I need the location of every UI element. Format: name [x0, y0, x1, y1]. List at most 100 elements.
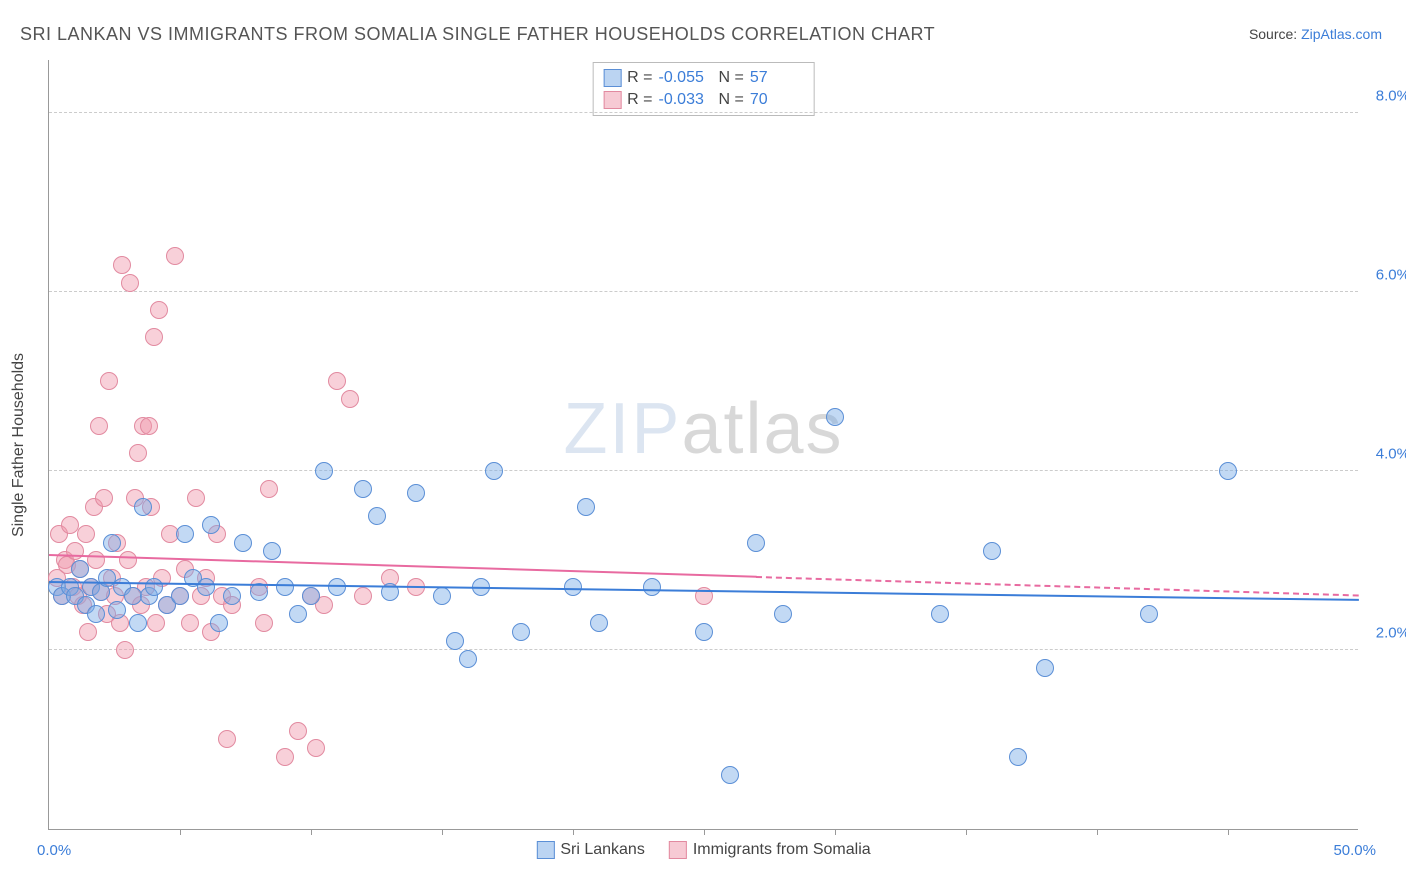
- data-point: [1219, 462, 1237, 480]
- data-point: [210, 614, 228, 632]
- legend-label: Sri Lankans: [560, 841, 645, 859]
- data-point: [931, 605, 949, 623]
- data-point: [223, 587, 241, 605]
- data-point: [260, 480, 278, 498]
- y-tick-label: 2.0%: [1376, 624, 1406, 641]
- data-point: [289, 722, 307, 740]
- data-point: [485, 462, 503, 480]
- gridline: [49, 291, 1358, 292]
- data-point: [134, 498, 152, 516]
- data-point: [87, 605, 105, 623]
- data-point: [590, 614, 608, 632]
- data-point: [328, 372, 346, 390]
- data-point: [129, 614, 147, 632]
- data-point: [129, 444, 147, 462]
- data-point: [187, 489, 205, 507]
- data-point: [307, 739, 325, 757]
- data-point: [171, 587, 189, 605]
- data-point: [145, 578, 163, 596]
- data-point: [145, 328, 163, 346]
- data-point: [446, 632, 464, 650]
- data-point: [577, 498, 595, 516]
- data-point: [181, 614, 199, 632]
- data-point: [368, 507, 386, 525]
- x-tick: [704, 829, 705, 835]
- x-tick: [442, 829, 443, 835]
- data-point: [643, 578, 661, 596]
- gridline: [49, 649, 1358, 650]
- y-tick-label: 8.0%: [1376, 87, 1406, 104]
- data-point: [354, 480, 372, 498]
- watermark-atlas: atlas: [681, 389, 843, 469]
- data-point: [95, 489, 113, 507]
- data-point: [263, 542, 281, 560]
- stats-row: R =-0.055N =57: [603, 67, 804, 89]
- y-tick-label: 4.0%: [1376, 445, 1406, 462]
- n-value: 57: [750, 67, 804, 89]
- data-point: [103, 534, 121, 552]
- data-point: [1036, 659, 1054, 677]
- chart-title: SRI LANKAN VS IMMIGRANTS FROM SOMALIA SI…: [20, 24, 935, 45]
- data-point: [66, 542, 84, 560]
- r-label: R =: [627, 89, 652, 111]
- x-tick: [311, 829, 312, 835]
- x-axis-min-label: 0.0%: [37, 842, 71, 859]
- legend-swatch: [536, 841, 554, 859]
- data-point: [1140, 605, 1158, 623]
- data-point: [79, 623, 97, 641]
- data-point: [1009, 748, 1027, 766]
- data-point: [150, 301, 168, 319]
- data-point: [341, 390, 359, 408]
- legend-item: Sri Lankans: [536, 841, 645, 859]
- data-point: [166, 247, 184, 265]
- legend-swatch: [669, 841, 687, 859]
- x-tick: [1228, 829, 1229, 835]
- stats-legend: R = -0.055 N = 57R = -0.033 N = 70: [592, 62, 815, 116]
- legend-item: Immigrants from Somalia: [669, 841, 871, 859]
- n-label: N =: [719, 67, 744, 89]
- series-legend: Sri Lankans Immigrants from Somalia: [536, 841, 870, 859]
- data-point: [289, 605, 307, 623]
- data-point: [234, 534, 252, 552]
- scatter-chart: ZIPatlas Single Father Households 0.0% 5…: [48, 60, 1358, 830]
- data-point: [116, 641, 134, 659]
- data-point: [100, 372, 118, 390]
- x-axis-max-label: 50.0%: [1333, 842, 1376, 859]
- data-point: [983, 542, 1001, 560]
- y-axis-label: Single Father Households: [10, 352, 28, 536]
- data-point: [433, 587, 451, 605]
- r-value: -0.033: [659, 89, 713, 111]
- data-point: [77, 525, 95, 543]
- data-point: [90, 417, 108, 435]
- data-point: [512, 623, 530, 641]
- x-tick: [1097, 829, 1098, 835]
- data-point: [354, 587, 372, 605]
- data-point: [197, 578, 215, 596]
- data-point: [407, 484, 425, 502]
- data-point: [276, 748, 294, 766]
- watermark: ZIPatlas: [563, 388, 843, 470]
- data-point: [302, 587, 320, 605]
- x-tick: [835, 829, 836, 835]
- legend-label: Immigrants from Somalia: [693, 841, 871, 859]
- data-point: [459, 650, 477, 668]
- x-tick: [573, 829, 574, 835]
- n-label: N =: [719, 89, 744, 111]
- gridline: [49, 470, 1358, 471]
- x-tick: [966, 829, 967, 835]
- data-point: [695, 623, 713, 641]
- data-point: [113, 256, 131, 274]
- r-value: -0.055: [659, 67, 713, 89]
- legend-swatch: [603, 91, 621, 109]
- watermark-zip: ZIP: [563, 389, 681, 469]
- source-link[interactable]: ZipAtlas.com: [1301, 26, 1382, 42]
- data-point: [218, 730, 236, 748]
- y-tick-label: 6.0%: [1376, 266, 1406, 283]
- data-point: [108, 601, 126, 619]
- data-point: [774, 605, 792, 623]
- n-value: 70: [750, 89, 804, 111]
- data-point: [147, 614, 165, 632]
- data-point: [747, 534, 765, 552]
- stats-row: R = -0.033 N = 70: [603, 89, 804, 111]
- data-point: [176, 525, 194, 543]
